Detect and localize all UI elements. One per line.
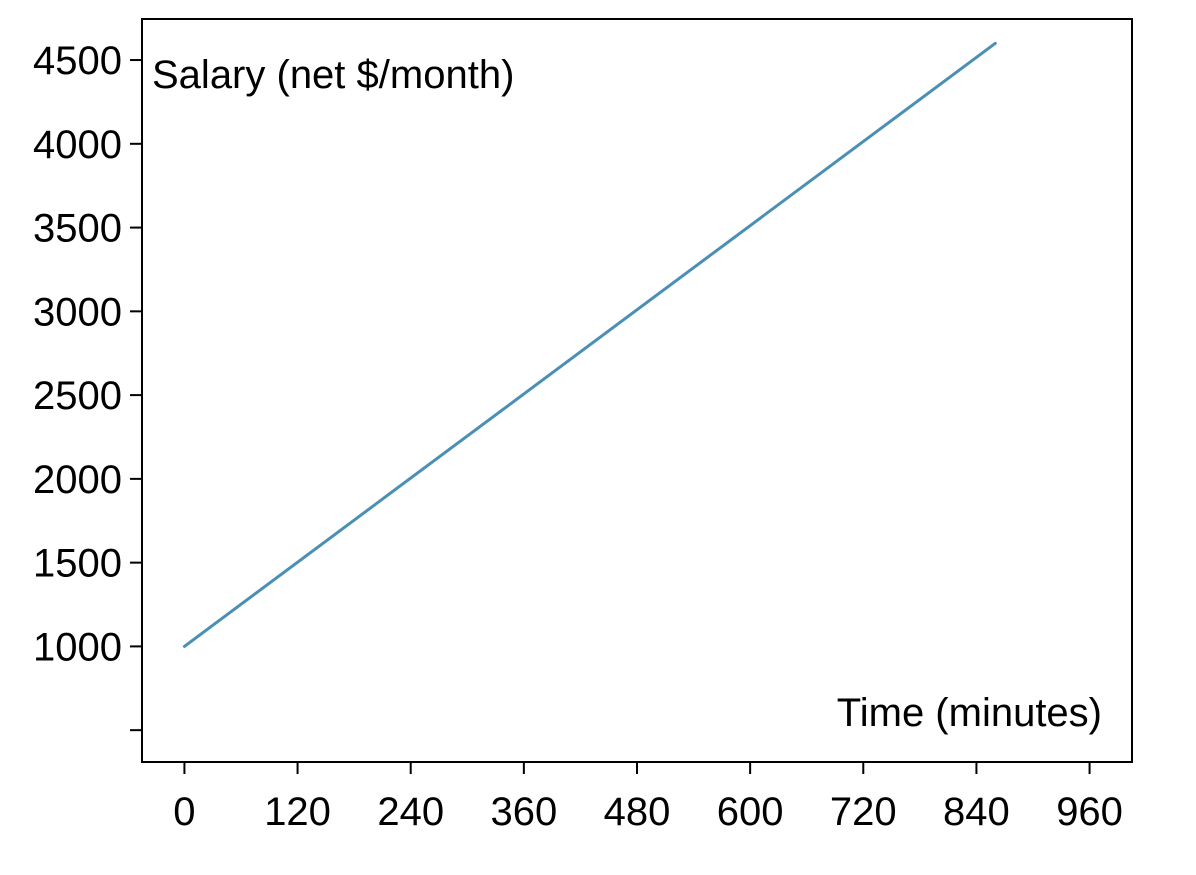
y-tick-label: 3500 (33, 207, 122, 251)
y-tick-label: 3000 (33, 290, 122, 334)
x-tick-label: 720 (830, 790, 897, 834)
x-tick-label: 0 (173, 790, 195, 834)
y-tick-label: 4500 (33, 39, 122, 83)
series-layer (182, 41, 997, 648)
x-axis: 0 120 240 360 480 600 720 840 960 (173, 762, 1123, 834)
y-tick-label: 1500 (33, 542, 122, 586)
x-tick-label: 240 (377, 790, 444, 834)
x-tick-label: 600 (717, 790, 784, 834)
y-tick-label: 2000 (33, 458, 122, 502)
y-tick-label: 1000 (33, 625, 122, 669)
x-tick-label: 480 (604, 790, 671, 834)
plot-frame (141, 18, 1133, 763)
x-tick-label: 360 (490, 790, 557, 834)
x-axis-title: Time (minutes) (837, 691, 1102, 735)
y-tick-label: 2500 (33, 374, 122, 418)
x-tick-label: 960 (1056, 790, 1123, 834)
x-tick-label: 120 (264, 790, 331, 834)
y-axis: 1000 1500 2000 2500 3000 3500 4000 4500 (33, 39, 142, 732)
y-tick-label: 4000 (33, 123, 122, 167)
series-line (182, 41, 997, 648)
x-tick-label: 840 (943, 790, 1010, 834)
y-axis-title: Salary (net $/month) (152, 53, 514, 97)
